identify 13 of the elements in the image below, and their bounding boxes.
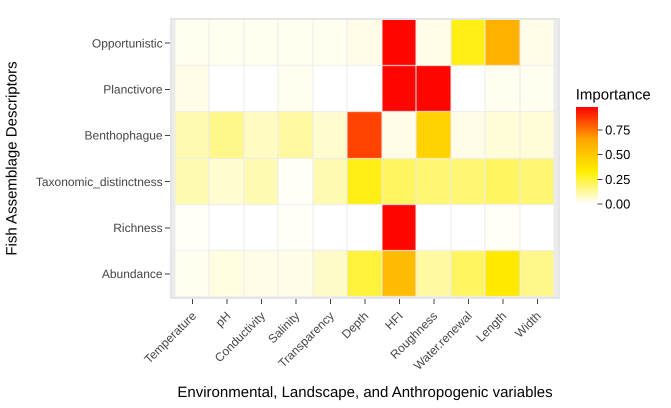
color-bar-label: 0.25 — [605, 172, 630, 187]
color-bar-label: 0.00 — [605, 196, 630, 212]
color-bar-label: 0.75 — [605, 122, 630, 138]
color-bar-title: Importance — [576, 86, 651, 104]
y-tick-label: Richness — [113, 220, 163, 235]
color-bar-label: 0.50 — [605, 147, 630, 162]
y-tick-label: Abundance — [102, 267, 163, 282]
y-axis-title: Fish Assemblage Descriptors — [4, 61, 21, 256]
y-tick-label: Opportunistic — [92, 36, 163, 50]
y-tick-label: Taxonomic_distinctness — [36, 174, 163, 189]
x-axis-title: Environmental, Landscape, and Anthropogenic variables — [177, 384, 553, 402]
y-tick-label: Benthophague — [84, 128, 163, 143]
y-tick-label: Planctivore — [103, 82, 163, 96]
